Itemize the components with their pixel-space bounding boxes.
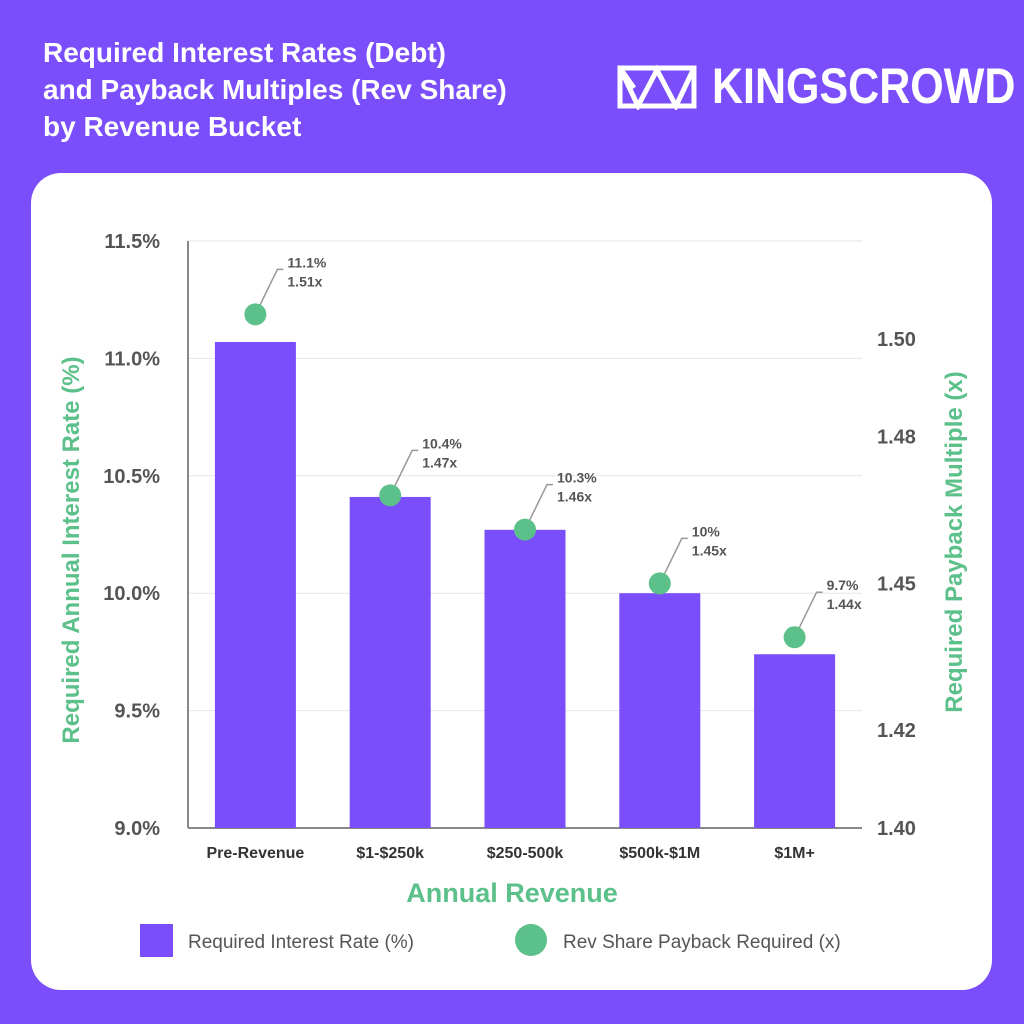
brand-logo: KINGSCROWD [616,58,1024,114]
right-tick-label: 1.42 [877,720,916,742]
title-line-3: by Revenue Bucket [43,111,302,142]
legend-point-label: Rev Share Payback Required (x) [563,932,841,953]
bar [484,529,566,828]
left-tick-label: 11.5% [104,231,160,253]
x-tick-label: $1-$250k [356,845,424,862]
left-axis-title: Required Annual Interest Rate (%) [58,356,85,743]
right-tick-label: 1.50 [877,329,916,351]
data-label-rate: 10.3% [557,470,597,486]
x-tick-label: $250-500k [487,845,564,862]
left-tick-label: 10.0% [103,583,160,605]
left-tick-label: 9.0% [114,818,160,840]
data-label-leader [254,268,284,315]
title-line-1: Required Interest Rates (Debt) [43,37,446,68]
data-label-rate: 10.4% [422,435,462,451]
data-point [379,484,402,507]
data-label-multiple: 1.51x [287,273,322,289]
bar [619,593,701,828]
crown-logo-icon [617,64,697,110]
title-line-2: and Payback Multiples (Rev Share) [43,74,507,105]
x-tick-label: Pre-Revenue [206,845,304,862]
data-label-rate: 11.1% [287,254,326,270]
legend-point-swatch [515,924,547,956]
x-tick-label: $500k-$1M [619,845,700,862]
data-label-rate: 10% [692,523,721,539]
bar [214,341,296,828]
data-label-multiple: 1.44x [827,596,862,612]
chart-title: Required Interest Rates (Debt) and Payba… [43,34,507,145]
data-point [648,572,671,595]
data-label-rate: 9.7% [827,577,859,593]
data-point [783,626,806,649]
right-axis-title: Required Payback Multiple (x) [941,371,968,712]
bar [349,496,431,828]
data-label-leader [659,537,688,584]
x-tick-label: $1M+ [774,845,814,862]
left-tick-label: 11.0% [104,348,160,370]
data-label-leader [389,449,419,496]
right-tick-label: 1.48 [877,427,916,449]
legend-bar-swatch [140,924,173,957]
legend-bar-label: Required Interest Rate (%) [188,932,414,953]
x-axis-title: Annual Revenue [406,878,618,908]
brand-name: KINGSCROWD [712,58,1016,114]
data-label-multiple: 1.45x [692,542,727,558]
data-point [514,518,536,541]
data-label-multiple: 1.47x [422,454,457,470]
left-tick-label: 10.5% [103,466,160,488]
data-label-leader [793,591,823,638]
left-tick-label: 9.5% [114,701,160,723]
right-tick-label: 1.40 [877,818,916,840]
data-label-multiple: 1.46x [557,489,592,505]
bar [754,654,836,828]
right-tick-label: 1.45 [877,573,916,595]
data-point [244,303,267,326]
data-label-leader [524,483,553,530]
